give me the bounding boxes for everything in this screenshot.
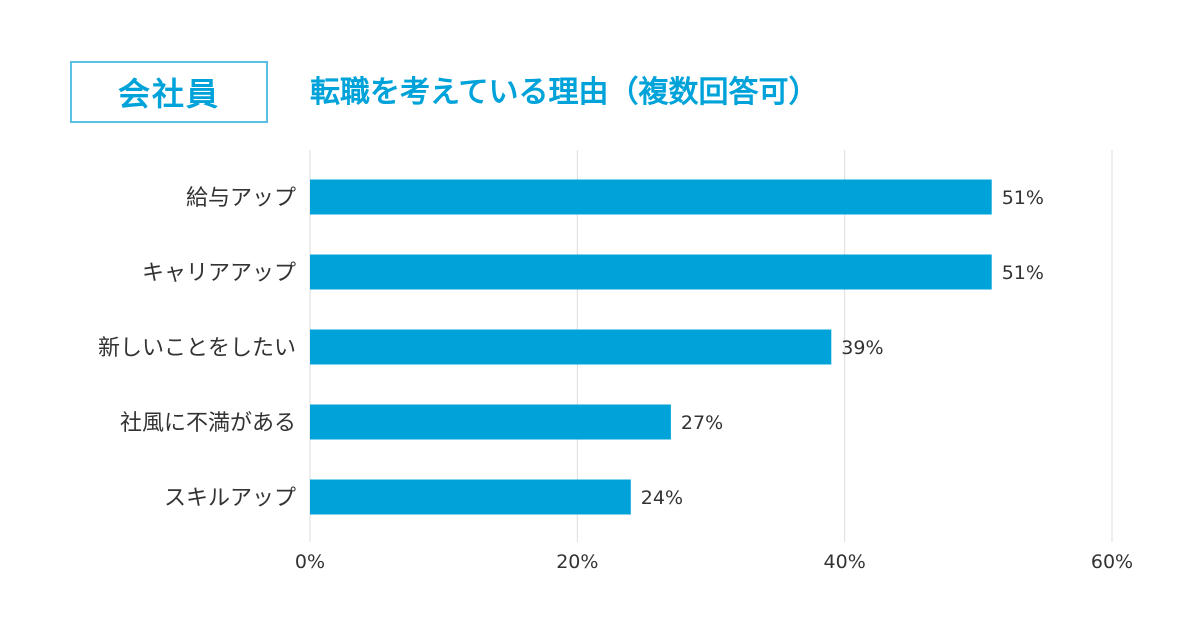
value-label-2: 51% — [1002, 262, 1044, 284]
category-label-3: 新しいことをしたい — [98, 336, 296, 361]
x-tick-label-0: 0% — [295, 551, 325, 573]
x-tick-label-20: 20% — [556, 551, 598, 573]
bar-3 — [310, 329, 832, 365]
value-label-3: 39% — [841, 337, 883, 359]
value-label-4: 27% — [681, 412, 723, 434]
bar-1 — [310, 179, 992, 215]
category-label-1: 給与アップ — [186, 186, 296, 211]
x-tick-label-40: 40% — [824, 551, 866, 573]
value-label-1: 51% — [1002, 187, 1044, 209]
bar-2 — [310, 254, 992, 290]
category-label-2: キャリアアップ — [142, 261, 296, 286]
chart-title: 転職を考えている理由（複数回答可） — [310, 75, 819, 110]
segment-badge: 会社員 — [70, 61, 268, 123]
category-label-4: 社風に不満がある — [120, 411, 296, 436]
bar-5 — [310, 479, 631, 515]
category-label-5: スキルアップ — [164, 486, 296, 511]
x-tick-label-60: 60% — [1091, 551, 1133, 573]
bar-4 — [310, 404, 671, 440]
value-label-5: 24% — [641, 487, 683, 509]
